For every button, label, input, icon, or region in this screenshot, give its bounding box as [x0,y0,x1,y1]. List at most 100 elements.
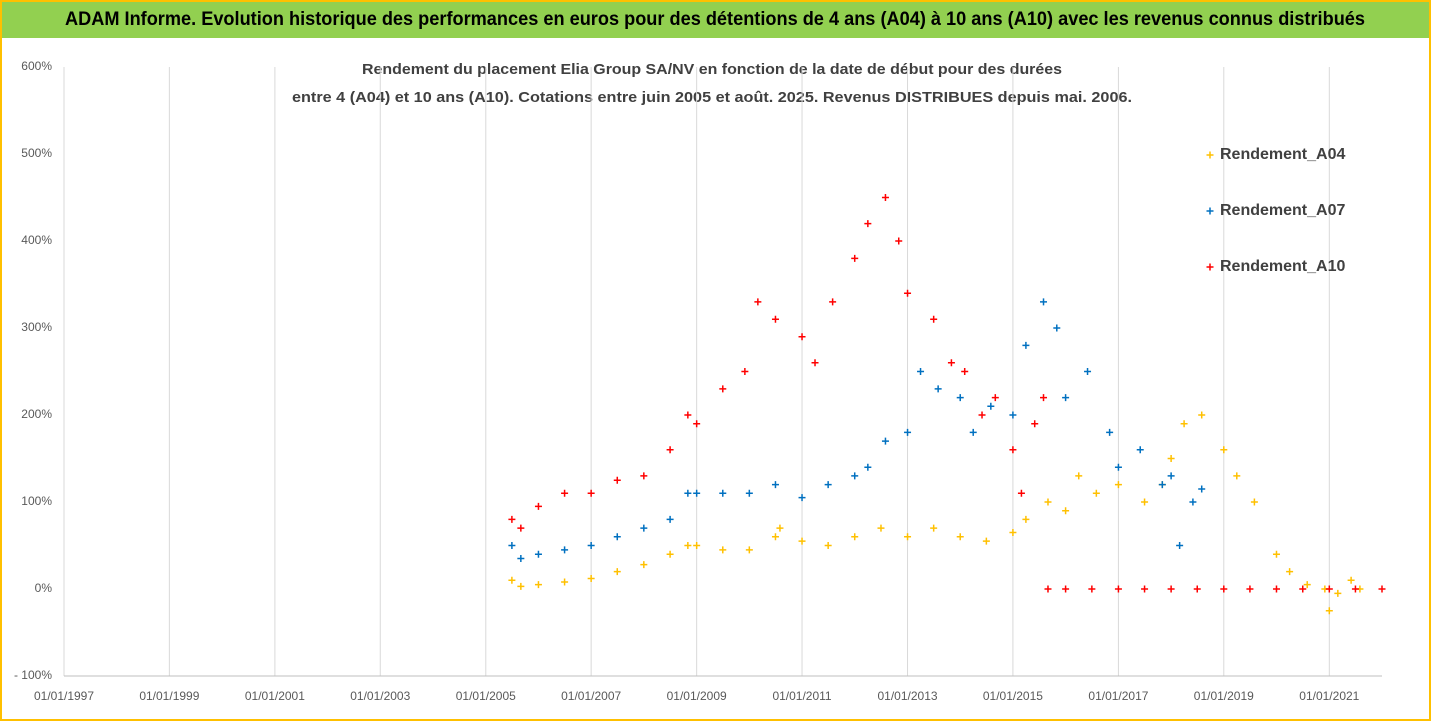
data-point [917,368,925,375]
x-tick-label: 01/01/2011 [772,689,831,703]
data-point [508,515,516,523]
data-point [719,385,727,393]
y-tick-label: - 100% [14,668,52,682]
data-point [1303,581,1311,589]
legend-label: Rendement_A10 [1220,258,1345,275]
data-point [745,546,753,554]
y-tick-label: 0% [35,581,53,595]
data-point [851,533,859,541]
data-point [534,581,542,589]
data-point [1075,472,1083,480]
data-point [930,524,938,532]
data-point [1220,585,1228,593]
data-point [1198,485,1206,493]
x-tick-label: 01/01/2021 [1299,689,1359,703]
data-point [1040,394,1048,402]
data-point [1114,585,1122,593]
data-point [904,428,912,436]
data-point [693,489,701,497]
data-point [771,315,779,323]
data-point [1062,585,1070,593]
data-point [877,524,885,532]
data-point [1031,420,1039,428]
data-point [719,489,727,497]
data-point [561,489,569,497]
data-point [1176,542,1184,549]
y-tick-label: 400% [21,233,52,247]
data-point [1198,411,1206,419]
data-point [1233,472,1241,480]
x-tick-label: 01/01/2013 [878,689,938,703]
legend-label: Rendement_A07 [1220,202,1345,219]
data-point [719,546,727,554]
data-point [1106,428,1114,436]
x-tick-label: 01/01/2015 [983,689,1043,703]
y-tick-label: 100% [21,494,52,508]
x-tick-label: 01/01/2003 [350,689,410,703]
data-point [1044,585,1052,593]
data-point [666,550,674,558]
data-point [1250,498,1258,506]
data-point [1092,489,1100,497]
data-point [508,542,516,549]
chart-subtitle: Rendement du placement Elia Group SA/NV … [362,61,1062,78]
data-point [851,254,859,262]
y-tick-label: 600% [21,59,52,73]
data-point [1246,585,1254,593]
data-point [1009,411,1017,419]
data-point [1351,585,1359,593]
data-point [1220,446,1228,454]
data-point [864,220,872,228]
data-point [829,298,837,306]
data-point [1272,585,1280,593]
x-tick-label: 01/01/2009 [667,689,727,703]
data-point [1009,446,1017,454]
data-point [947,359,955,367]
data-point [534,502,542,510]
data-point [517,582,525,590]
data-point [1325,607,1333,615]
data-point [741,368,749,375]
data-point [895,237,903,245]
data-point [640,472,648,480]
data-point [824,481,832,489]
data-point [798,494,806,502]
x-tick-label: 01/01/2007 [561,689,621,703]
data-point [930,315,938,323]
data-point [904,289,912,297]
data-point [1347,576,1355,584]
data-point [640,561,648,569]
data-point [517,524,525,532]
legend-marker [1206,263,1214,271]
data-point [798,537,806,545]
data-point [1062,394,1070,402]
data-point [1167,472,1175,480]
data-point [771,481,779,489]
data-point [693,420,701,428]
data-point [587,542,595,549]
data-point [684,542,692,549]
data-point [1180,420,1188,428]
data-point [1189,498,1197,506]
data-point [956,533,964,541]
data-point [1325,585,1333,593]
data-point [666,515,674,523]
data-point [1044,498,1052,506]
data-point [534,550,542,558]
data-point [587,575,595,583]
y-tick-label: 200% [21,407,52,421]
data-point [1141,498,1149,506]
legend-label: Rendement_A04 [1220,146,1345,163]
data-point [1062,507,1070,515]
data-point [1136,446,1144,454]
data-point [693,542,701,549]
data-point [991,394,999,402]
x-tick-label: 01/01/2001 [245,689,305,703]
data-point [1053,324,1061,332]
data-point [1334,589,1342,597]
data-point [864,463,872,471]
data-point [978,411,986,419]
data-point [1017,489,1025,497]
